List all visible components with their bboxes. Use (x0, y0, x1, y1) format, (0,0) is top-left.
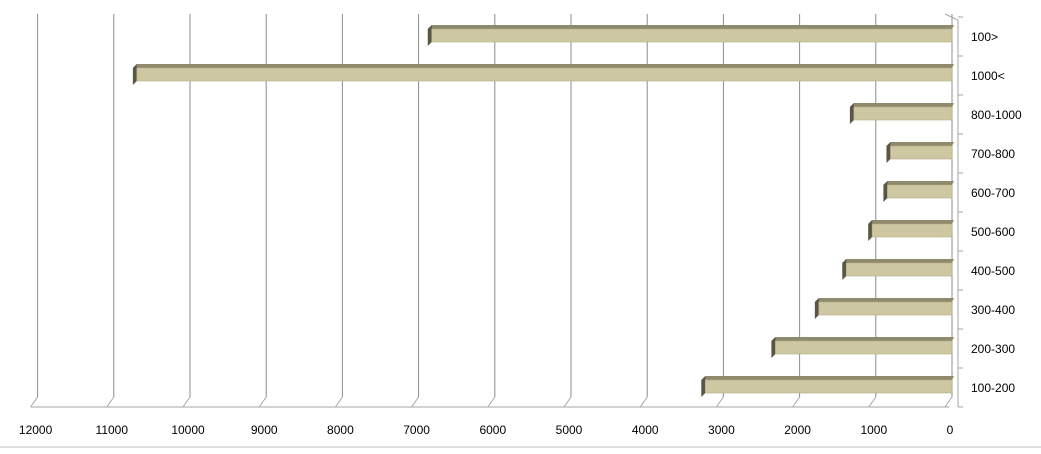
bar (818, 301, 953, 316)
x-tick-label: 4000 (632, 423, 659, 437)
axes (0, 13, 1041, 448)
floor-line (792, 396, 801, 408)
y-axis-top (944, 13, 959, 21)
floor-line (106, 396, 115, 408)
y-category-label: 100-200 (971, 381, 1015, 395)
y-category-label: 200-300 (971, 342, 1015, 356)
y-category-label: 1000< (971, 69, 1005, 83)
x-tick-label: 1000 (860, 423, 887, 437)
bar-end-face (814, 298, 819, 319)
x-tick-label: 5000 (556, 423, 583, 437)
bar-end-face (842, 259, 847, 280)
x-tick-label: 3000 (708, 423, 735, 437)
bar-group (814, 298, 954, 319)
x-tick-label: 6000 (479, 423, 506, 437)
floor-line (868, 396, 877, 408)
bar-group (868, 220, 954, 241)
y-category-label: 800-1000 (971, 108, 1022, 122)
bar-top-face (883, 181, 954, 185)
bar-group (132, 64, 955, 85)
labels: 0 1000 2000 3000 4000 5000 6000 7000 8000 9000 100… (19, 30, 1022, 437)
y-category-label: 500-600 (971, 225, 1015, 239)
x-tick-label: 8000 (327, 423, 354, 437)
y-category-label: 400-500 (971, 264, 1015, 278)
floor-line (334, 396, 343, 408)
bar-end-face (701, 376, 706, 397)
bar-group (771, 337, 954, 358)
bar (845, 262, 953, 277)
floor-line (715, 396, 724, 408)
bar (887, 184, 953, 199)
bar-top-face (701, 376, 954, 380)
bar-group (842, 259, 954, 280)
bars (132, 25, 955, 397)
x-tick-label: 11000 (96, 423, 129, 437)
bar (871, 223, 953, 238)
bar-group (883, 181, 954, 202)
bar (890, 145, 953, 160)
y-category-label: 700-800 (971, 147, 1015, 161)
bar-top-face (868, 220, 954, 224)
bar (853, 106, 953, 121)
bar-top-face (849, 103, 954, 107)
x-tick-label: 0 (947, 423, 954, 437)
floor-line (487, 396, 496, 408)
bar-end-face (883, 181, 888, 202)
bar-top-face (886, 142, 954, 146)
x-tick-label: 12000 (19, 423, 53, 437)
bar-group (886, 142, 954, 163)
floor-line (639, 396, 648, 408)
bar (431, 28, 953, 43)
bar-end-face (868, 220, 873, 241)
bar-top-face (771, 337, 954, 341)
floor-line (944, 396, 953, 408)
bar-top-face (427, 25, 954, 29)
bar-end-face (427, 25, 432, 46)
bar-end-face (886, 142, 891, 163)
x-tick-label: 7000 (403, 423, 430, 437)
bar-group (427, 25, 954, 46)
y-category-label: 300-400 (971, 303, 1015, 317)
bar-end-face (132, 64, 137, 85)
floor-line (411, 396, 420, 408)
bar (705, 379, 953, 394)
floor-line (563, 396, 572, 408)
x-tick-label: 10000 (171, 423, 205, 437)
bar-end-face (771, 337, 776, 358)
bar-top-face (132, 64, 955, 68)
bar (136, 67, 953, 82)
floor-line (182, 396, 191, 408)
bar-group (701, 376, 954, 397)
bar (775, 340, 953, 355)
x-tick-label: 9000 (251, 423, 278, 437)
x-tick-label: 2000 (784, 423, 811, 437)
y-category-label: 600-700 (971, 186, 1015, 200)
y-category-label: 100> (971, 30, 998, 44)
bar-top-face (814, 298, 954, 302)
bar-top-face (842, 259, 954, 263)
bar-group (849, 103, 954, 124)
floor-line (30, 396, 39, 408)
floor-line (258, 396, 267, 408)
bar-end-face (849, 103, 854, 124)
